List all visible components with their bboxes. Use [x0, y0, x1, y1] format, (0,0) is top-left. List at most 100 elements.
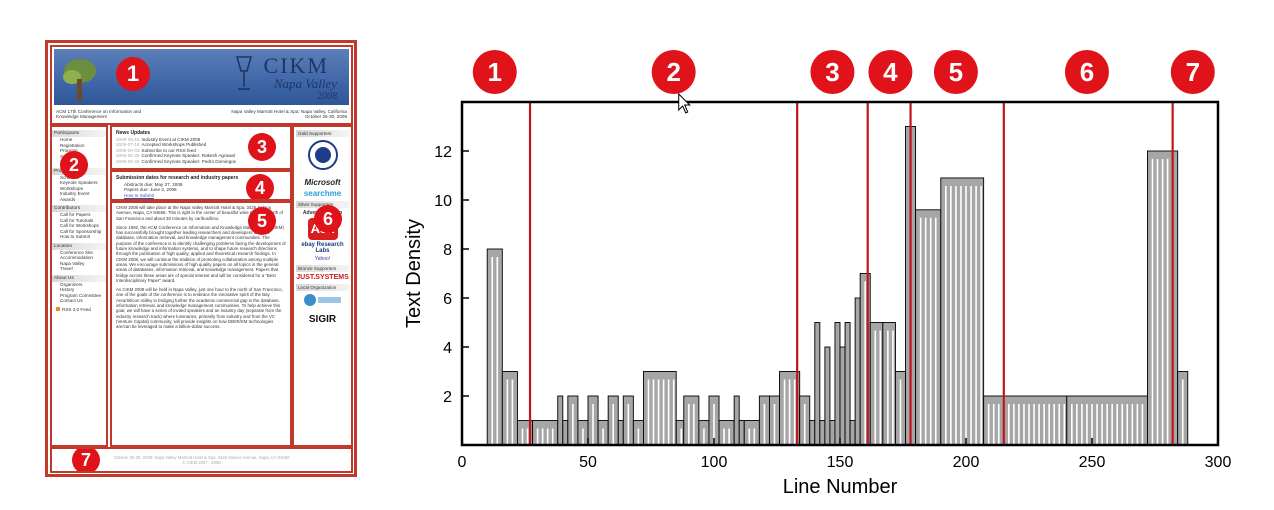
- density-bar: [809, 420, 816, 446]
- nav-item[interactable]: Accommodation: [60, 255, 93, 260]
- density-bar: [983, 395, 1068, 446]
- density-bar: [675, 420, 685, 446]
- x-tick-label: 250: [1079, 454, 1106, 471]
- mouse-cursor-icon: [678, 92, 691, 114]
- nav-item[interactable]: Call for Tutorials: [60, 217, 94, 223]
- nav-item[interactable]: Awards: [60, 196, 76, 202]
- x-tick-label: 100: [701, 454, 728, 471]
- news-text: Confirmed Keynote Speaker: Pedro Domingo…: [141, 158, 236, 164]
- nav-item[interactable]: Home: [60, 137, 73, 142]
- tree-illustration: [63, 59, 96, 101]
- news-text: Accepted Workshops Published: [141, 142, 207, 148]
- nav-item[interactable]: Registration: [60, 142, 85, 148]
- density-bar: [940, 177, 985, 446]
- footer-text: October 26-30, 2008: Napa Valley Marriot…: [113, 455, 290, 465]
- body-paragraph: As CIKM 2008 will be held in Napa Valley…: [116, 287, 283, 330]
- nav-item[interactable]: Keynote Speakers: [60, 180, 98, 185]
- nav-item[interactable]: Workshops: [60, 185, 83, 191]
- searchme-logo: searchme: [303, 189, 342, 198]
- local-org-logo: [294, 293, 351, 312]
- news-text: Confirmed Keynote Speaker: Rakesh Agrawa…: [141, 153, 235, 159]
- nav-item[interactable]: Program: [60, 148, 78, 153]
- nav-item[interactable]: Call for Workshops: [60, 223, 99, 228]
- webpage-screenshot: CIKM Napa Valley 2008 1 ACM 17th Confere…: [45, 40, 357, 477]
- density-bar: [829, 420, 836, 446]
- y-tick-label: 12: [434, 144, 452, 161]
- nav-item[interactable]: Contact Us: [60, 298, 83, 303]
- logo-subtitle: Napa Valley: [273, 76, 337, 91]
- rss-icon: [56, 307, 60, 312]
- density-bar: [743, 420, 760, 446]
- nav-item[interactable]: Travel: [60, 266, 73, 271]
- nav-item[interactable]: How to Submit: [60, 234, 90, 239]
- news-list: 2008-09-15 Industry Event at CIKM 2008 200…: [112, 137, 290, 164]
- section-marker-circle: [810, 50, 855, 94]
- sigir-logo: SIGIR: [308, 314, 337, 325]
- nav-item[interactable]: Conference Site: [60, 249, 93, 255]
- nav-item[interactable]: Organizers: [60, 281, 83, 287]
- nav-heading: Contributors: [52, 205, 106, 212]
- y-tick-label: 8: [443, 242, 452, 259]
- nav-item[interactable]: History: [60, 287, 75, 292]
- section-marker-label: 5: [949, 57, 963, 87]
- density-bar: [562, 420, 569, 446]
- density-bar: [738, 420, 745, 446]
- density-bar: [733, 395, 740, 446]
- y-tick-label: 6: [443, 291, 452, 308]
- header-section: CIKM Napa Valley 2008 1 ACM 17th Confere…: [50, 45, 353, 125]
- news-item[interactable]: 2008-05-28 Confirmed Keynote Speaker: Ped…: [112, 159, 290, 164]
- body-paragraph: CIKM 2008 will take place at the Napa Va…: [116, 205, 284, 221]
- section-marker-label: 2: [666, 57, 680, 87]
- banner: CIKM Napa Valley 2008 1: [54, 49, 349, 105]
- nav-item[interactable]: Program Committee: [60, 292, 102, 298]
- y-tick-label: 10: [434, 193, 452, 210]
- news-text: Subscribe to our RSS feed: [141, 147, 196, 153]
- section-marker-5: 5: [248, 207, 276, 235]
- news-item[interactable]: 2008-07-18 Accepted Workshops Published: [112, 142, 290, 147]
- section-marker-circle: [868, 50, 913, 94]
- news-text: Industry Event at CIKM 2008: [141, 137, 201, 142]
- density-bar: [718, 420, 735, 446]
- density-bar: [839, 346, 846, 446]
- density-bar: [486, 248, 503, 446]
- x-axis-label: Line Number: [783, 476, 898, 498]
- section-marker-label: 1: [488, 57, 502, 87]
- y-tick-label: 2: [443, 389, 452, 406]
- yahoo-logo: Yahoo!: [314, 256, 331, 262]
- date-item: Papers due: June 3, 2008: [112, 187, 290, 192]
- section-marker-label: 4: [883, 57, 898, 87]
- x-tick-label: 50: [579, 454, 597, 471]
- nav-heading: Location: [52, 242, 106, 250]
- logo-year: 2008: [317, 91, 337, 102]
- rss-link[interactable]: RSS 2.0 Feed: [52, 307, 106, 313]
- nav-item[interactable]: Napa Valley: [60, 260, 85, 266]
- news-date: 2008-06-03: [116, 147, 140, 153]
- section-marker-6: 6: [314, 205, 342, 233]
- bronze-supporters-heading: Bronze Supporters: [296, 265, 349, 272]
- news-item[interactable]: 2008-09-15 Industry Event at CIKM 2008: [112, 137, 290, 142]
- section-marker-3: 3: [248, 133, 276, 161]
- density-bar: [824, 346, 831, 446]
- ebay-logo: ebay Research Labs: [301, 242, 344, 254]
- date-item: Abstracts due: May 27, 2008: [112, 182, 290, 187]
- news-item[interactable]: 2008-05-28 Confirmed Keynote Speaker: Rak…: [112, 153, 290, 158]
- nav-section: ParticipantsHomeRegistrationProgramSubmi…: [50, 125, 108, 447]
- nav-item[interactable]: Call for Sponsorship: [60, 228, 102, 234]
- nav-item[interactable]: Industry Event: [60, 191, 90, 196]
- date-item[interactable]: How to Submit: [112, 193, 290, 198]
- news-item[interactable]: 2008-06-03 Subscribe to our RSS feed: [112, 148, 290, 153]
- news-title: News Updates: [116, 130, 151, 136]
- section-marker-label: 7: [1186, 57, 1200, 87]
- news-section: News Updates 2008-09-15 Industry Event at…: [110, 125, 292, 170]
- silver-supporters-heading: Silver Supporters: [296, 201, 349, 208]
- nav-item[interactable]: Call for Papers: [60, 212, 91, 217]
- section-marker-label: 3: [825, 57, 839, 87]
- density-bar: [854, 297, 861, 446]
- section-marker-7: 7: [72, 449, 100, 471]
- y-axis-ticks: 2 4 6 8 10 12: [434, 144, 469, 406]
- news-date: 2008-05-28: [116, 158, 140, 164]
- logo-title: CIKM: [263, 53, 329, 78]
- density-bar: [814, 322, 821, 446]
- density-bar: [915, 209, 942, 446]
- news-date: 2008-09-15: [116, 137, 140, 142]
